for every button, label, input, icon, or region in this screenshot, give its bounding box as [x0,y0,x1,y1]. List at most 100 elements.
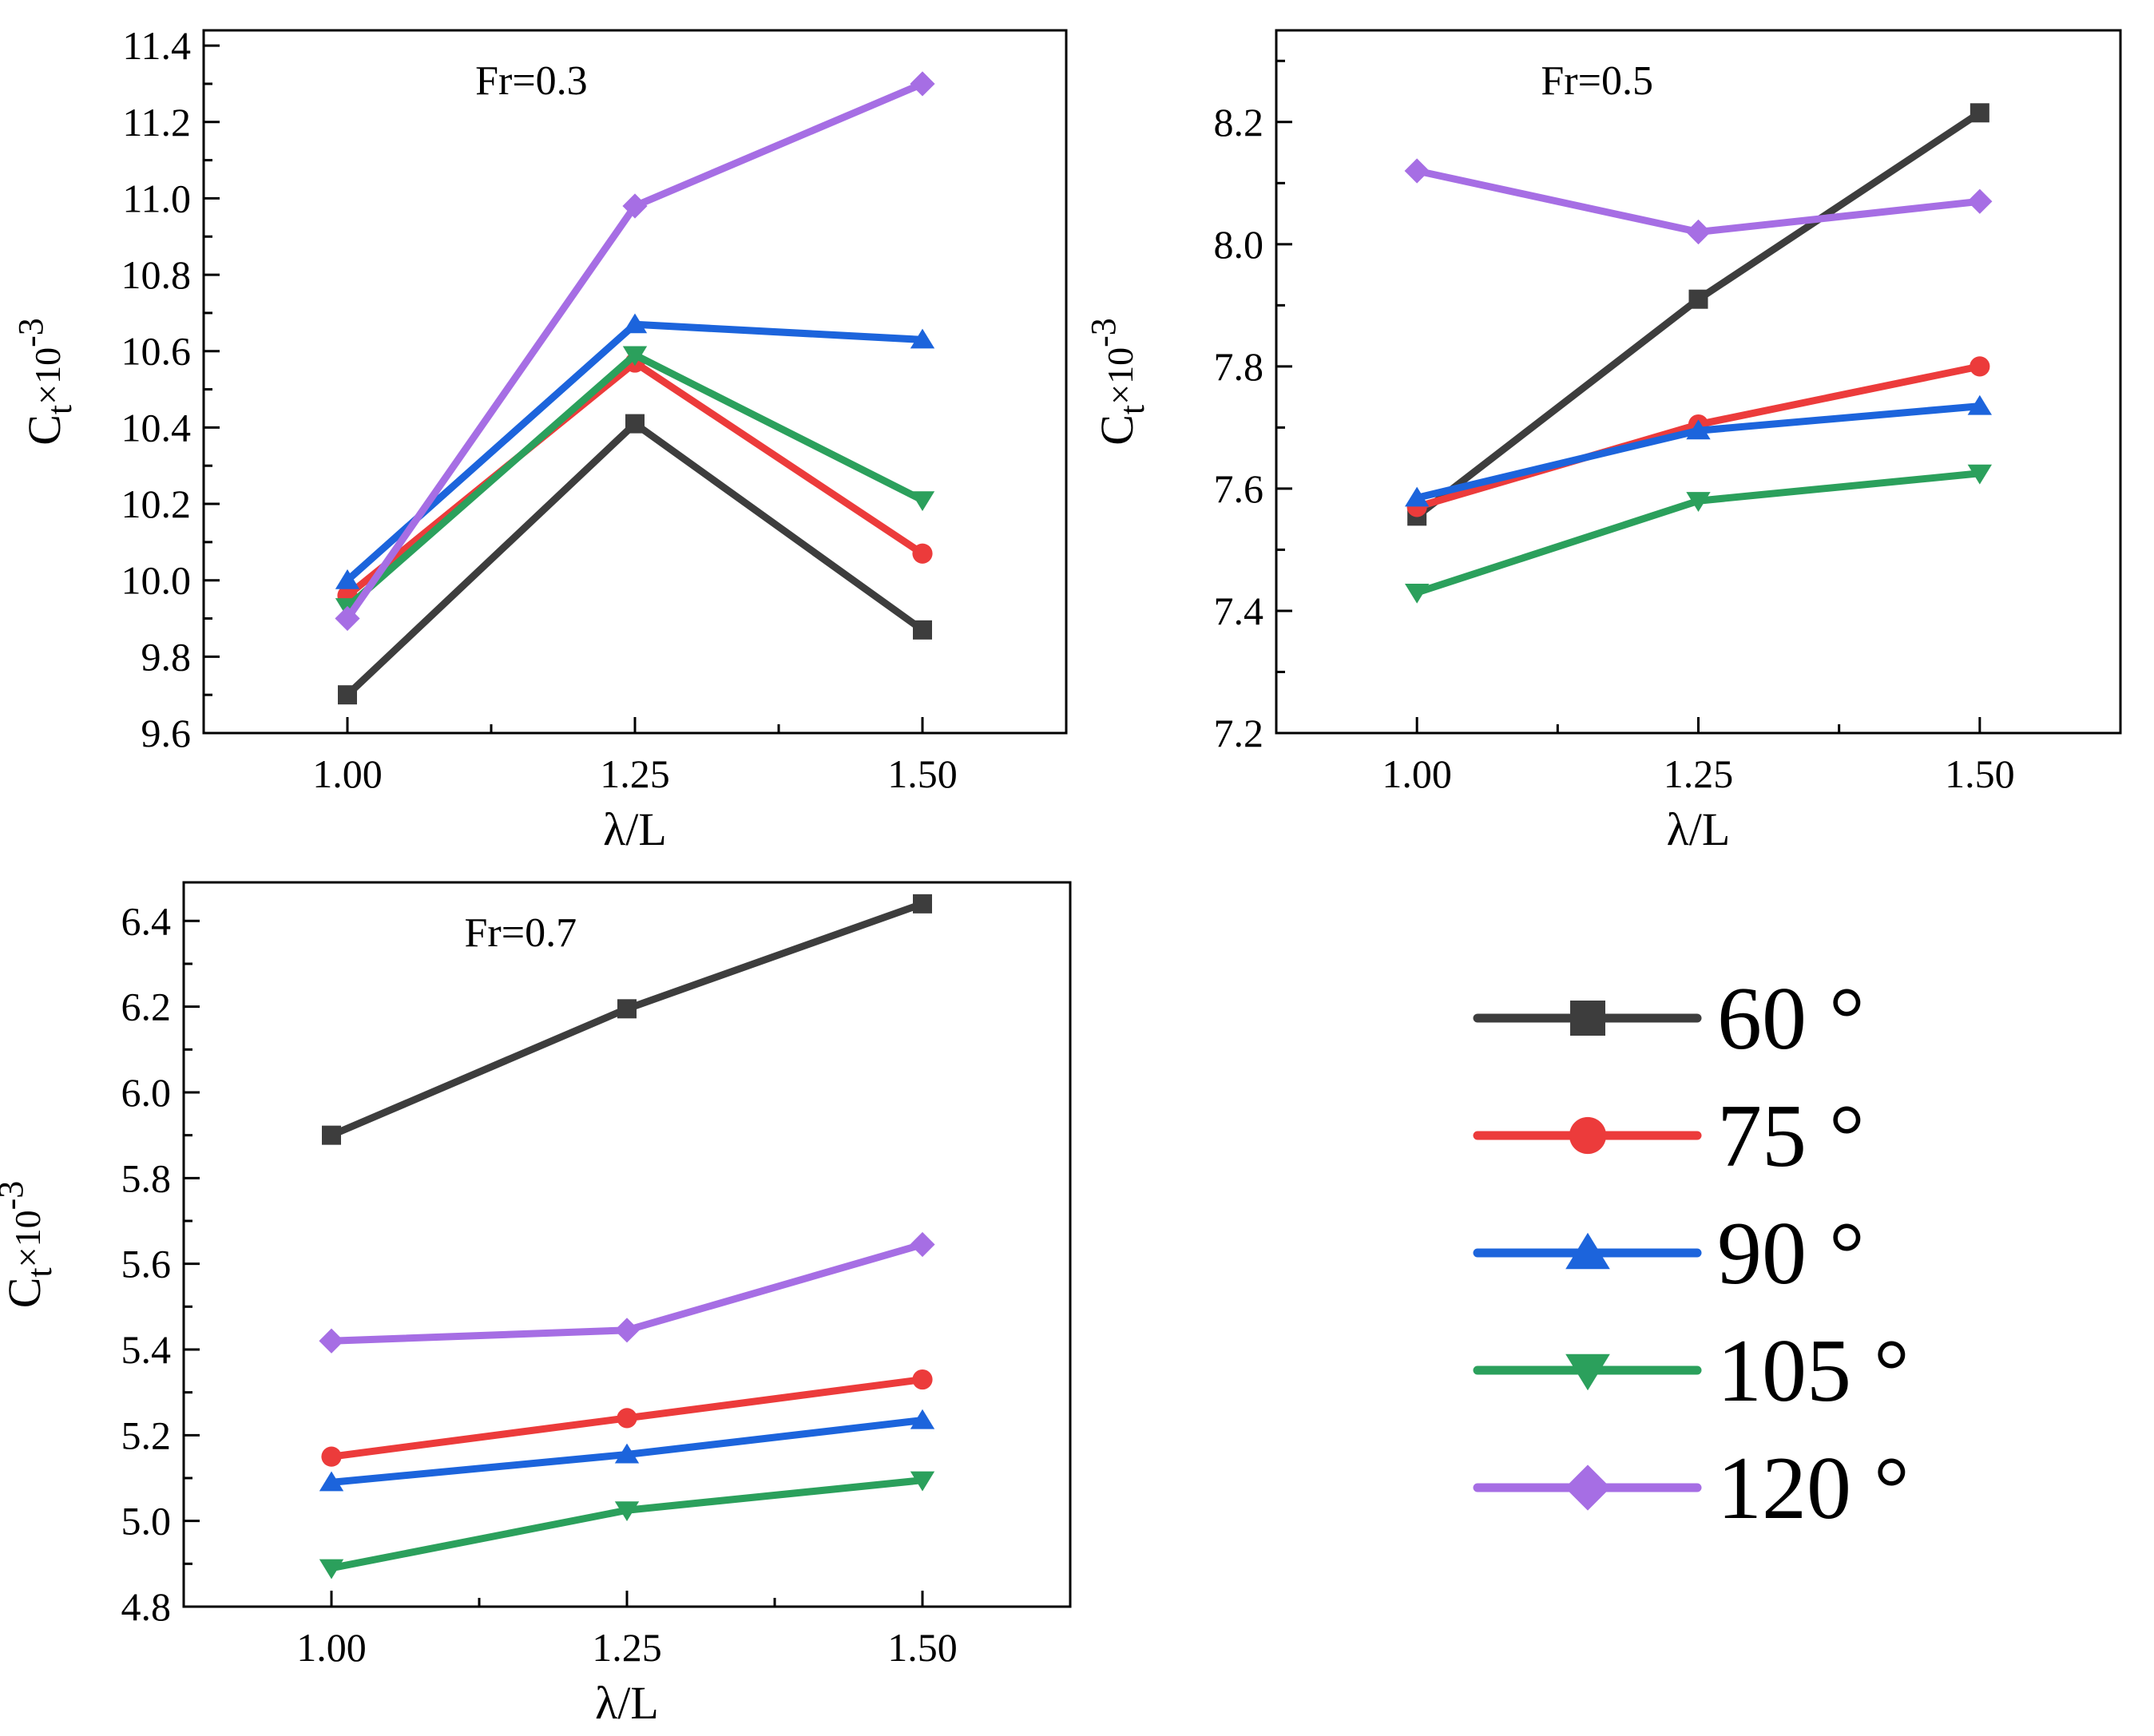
chart-panels: 9.6 9.8 10.0 10.2 10.4 10.6 10.8 11.0 11.2 11.4 1.… [0,23,2122,1729]
x-tick-label: 1.50 [1945,751,2015,796]
data-point [319,1559,344,1579]
y-tick-label: 7.8 [1214,344,1264,389]
data-point [912,1369,933,1390]
data-point [614,1443,640,1464]
y-tick-label: 11.2 [122,100,191,145]
series-line [1415,470,1981,597]
legend-item: 120 ° [1473,1439,1910,1538]
y-tick-label: 6.4 [121,898,172,943]
y-axis-title: Ct×10-3 [11,318,79,446]
legend-marker [1570,1001,1605,1036]
data-point [319,1328,344,1354]
series-3 [319,1409,935,1492]
data-point [1404,486,1430,507]
y-tick-label: 9.8 [141,634,192,679]
data-point [1404,158,1430,184]
plot-frame [1275,29,2122,735]
data-point [335,569,360,589]
data-point [910,328,935,349]
x-tick-label: 1.25 [1664,751,1734,796]
x-tick-label: 1.00 [312,751,383,796]
y-tick-label: 10.0 [121,558,192,603]
data-point [625,414,645,434]
legend: 60 ° 75 ° 90 ° 105 ° 120 ° [1473,969,1910,1538]
data-point [910,1471,935,1492]
series-4 [1404,464,1993,604]
legend-marker [1565,1354,1610,1391]
y-tick-label: 8.2 [1214,100,1264,145]
series-3 [1404,394,1993,507]
y-tick-label: 5.0 [121,1499,172,1544]
data-point [614,1501,640,1522]
series-3 [335,313,935,589]
series-2 [321,1369,933,1467]
data-point [1970,103,1989,123]
legend-label: 120 ° [1717,1439,1910,1538]
y-tick-label: 7.4 [1214,589,1264,633]
y-tick-label: 7.6 [1214,466,1264,511]
data-point [622,346,648,367]
series-line [344,420,925,698]
data-point [338,685,357,705]
data-point [1686,492,1711,513]
x-axis-title: λ/L [595,1677,659,1729]
legend-item: 75 ° [1473,1087,1865,1186]
x-axis-title: λ/L [603,803,667,855]
panel-title: Fr=0.5 [1541,58,1653,104]
data-point [622,313,648,334]
legend-label: 75 ° [1717,1087,1865,1186]
plot-frame [202,29,1068,735]
y-tick-label: 10.2 [121,482,192,526]
legend-item: 90 ° [1473,1204,1865,1303]
series-line [1414,109,1982,519]
y-tick-label: 11.4 [122,23,191,68]
x-tick-label: 1.25 [592,1625,662,1670]
y-axis-title: Ct×10-3 [0,1181,59,1309]
series-4 [319,1471,935,1579]
plot-frame [182,881,1072,1608]
y-tick-label: 10.8 [121,252,192,297]
data-point [321,1446,342,1467]
panel-title: Fr=0.3 [475,58,588,104]
y-tick-label: 4.8 [121,1584,172,1629]
legend-label: 105 ° [1717,1322,1910,1421]
chart-panel-1: 9.6 9.8 10.0 10.2 10.4 10.6 10.8 11.0 11.2 11.4 1.… [11,23,1068,855]
x-tick-label: 1.00 [296,1625,367,1670]
y-axis-title: Ct×10-3 [1084,318,1152,446]
series-line [330,900,924,1139]
data-point [614,1318,640,1343]
legend-marker [1565,1465,1611,1511]
data-point [1685,219,1712,245]
data-point [617,999,637,1019]
data-point [910,1231,935,1258]
data-point [622,193,648,219]
y-tick-label: 10.4 [121,405,192,450]
data-point [1970,356,1990,377]
data-point [910,1409,935,1429]
y-tick-label: 5.4 [121,1327,172,1372]
data-point [910,491,935,512]
series-1 [322,894,932,1145]
y-tick-label: 5.2 [121,1413,172,1457]
series-1 [1407,103,1989,526]
chart-panel-3: 4.8 5.0 5.2 5.4 5.6 5.8 6.0 6.2 6.4 1.00 1.25 1.50 λ… [0,881,1072,1729]
series-5 [1404,158,1993,245]
data-point [617,1408,637,1429]
legend-marker [1569,1116,1607,1155]
y-tick-label: 8.0 [1214,222,1264,267]
x-tick-label: 1.25 [600,751,670,796]
series-line [345,359,925,599]
data-point [1686,419,1711,440]
data-point [322,1125,341,1145]
x-tick-label: 1.00 [1382,751,1452,796]
y-tick-label: 5.8 [121,1155,172,1200]
series-1 [338,414,932,705]
data-point [1967,188,1993,214]
x-axis-title: λ/L [1667,803,1731,855]
chart-panel-2: 7.2 7.4 7.6 7.8 8.0 8.2 1.00 1.25 1.50 λ/L Ct×10-3… [1084,29,2122,855]
data-point [910,71,935,97]
data-point [1967,464,1993,485]
series-2 [337,352,933,606]
legend-item: 60 ° [1473,969,1865,1068]
